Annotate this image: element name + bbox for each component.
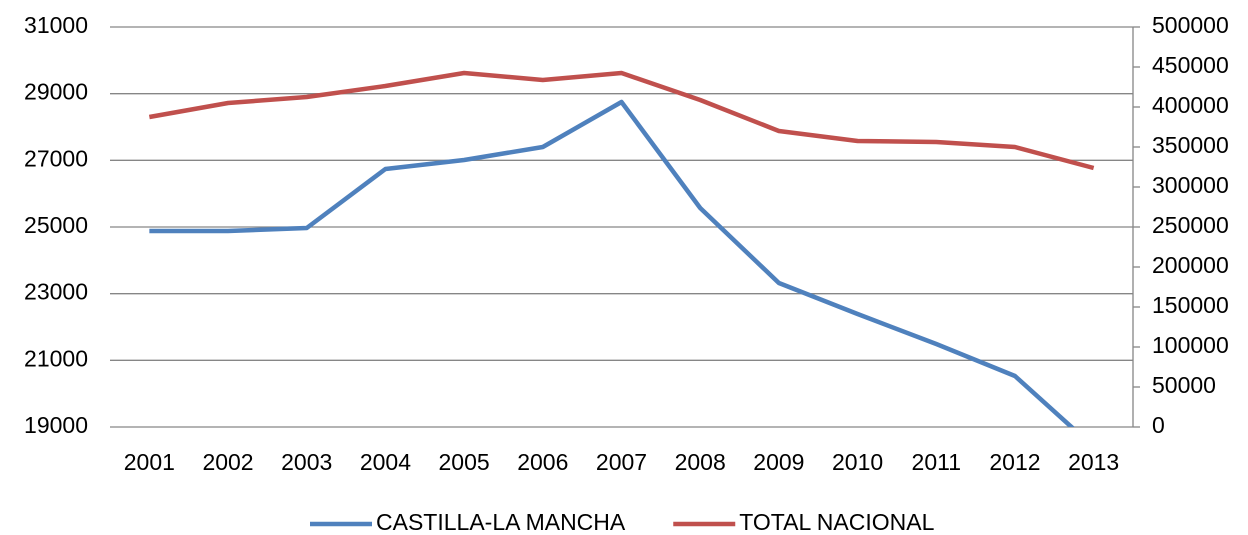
y-tick-label: 19000	[24, 412, 88, 438]
x-tick-label: 2007	[596, 449, 647, 475]
y-tick-label: 25000	[24, 212, 88, 238]
y2-tick-label: 450000	[1152, 52, 1229, 78]
y-tick-label: 27000	[24, 145, 88, 171]
x-tick-label: 2002	[202, 449, 253, 475]
y2-tick-label: 200000	[1152, 252, 1229, 278]
x-tick-label: 2008	[675, 449, 726, 475]
y2-tick-label: 150000	[1152, 292, 1229, 318]
x-tick-label: 2006	[517, 449, 568, 475]
y2-tick-label: 300000	[1152, 172, 1229, 198]
y-tick-label: 21000	[24, 345, 88, 371]
y2-tick-label: 400000	[1152, 92, 1229, 118]
series-line	[149, 99, 1075, 427]
y2-tick-label: 350000	[1152, 132, 1229, 158]
legend-label: TOTAL NACIONAL	[739, 509, 934, 535]
y-tick-label: 23000	[24, 279, 88, 305]
x-tick-label: 2003	[281, 449, 332, 475]
y2-tick-label: 0	[1152, 412, 1165, 438]
x-tick-label: 2001	[124, 449, 175, 475]
y2-tick-label: 50000	[1152, 372, 1216, 398]
y2-tick-label: 100000	[1152, 332, 1229, 358]
series-line	[148, 70, 1095, 171]
y-tick-label: 29000	[24, 79, 88, 105]
y2-tick-label: 250000	[1152, 212, 1229, 238]
x-tick-label: 2004	[360, 449, 411, 475]
x-tick-label: 2012	[989, 449, 1040, 475]
legend-label: CASTILLA-LA MANCHA	[376, 509, 626, 535]
y-tick-label: 31000	[24, 12, 88, 38]
y2-tick-label: 500000	[1152, 12, 1229, 38]
x-tick-label: 2005	[439, 449, 490, 475]
x-tick-label: 2009	[753, 449, 804, 475]
x-tick-label: 2013	[1068, 449, 1119, 475]
x-tick-label: 2010	[832, 449, 883, 475]
x-tick-label: 2011	[912, 449, 961, 475]
